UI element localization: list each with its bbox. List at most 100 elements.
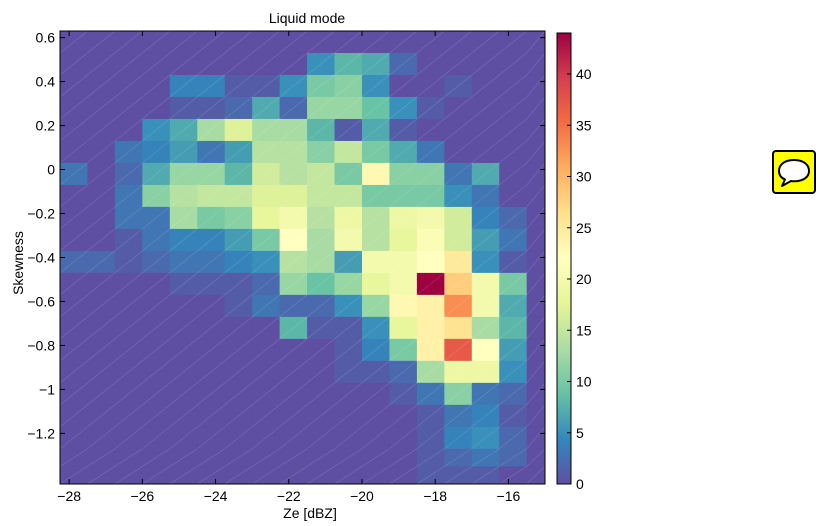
heatmap-cell (60, 74, 88, 98)
mesh-line (416, 360, 445, 384)
heatmap-cell (416, 448, 445, 467)
heatmap-cell (252, 162, 281, 186)
mesh-line (471, 426, 500, 450)
heatmap-cell (87, 184, 116, 208)
heatmap-cell (334, 294, 363, 318)
mesh-line (59, 382, 88, 406)
mesh-line (444, 30, 472, 54)
mesh-line (526, 448, 546, 467)
mesh-line (499, 52, 527, 76)
mesh-line (526, 338, 546, 362)
comment-button[interactable] (772, 150, 816, 194)
mesh-line (471, 118, 500, 142)
heatmap-cell (499, 162, 528, 186)
heatmap-cell (142, 426, 171, 450)
mesh-line (279, 360, 308, 384)
heatmap-cell (361, 466, 390, 485)
mesh-line (224, 360, 253, 384)
mesh-line (389, 52, 418, 76)
colorbar-tick-label: 25 (576, 220, 592, 236)
heatmap-cell (60, 338, 88, 362)
heatmap-cell (307, 466, 335, 485)
mesh-line (251, 96, 280, 120)
mesh-line (251, 250, 280, 274)
colorbar-tick-label: 20 (576, 271, 592, 287)
heatmap-cell (471, 74, 500, 98)
heatmap-cell (334, 316, 363, 340)
mesh-line (334, 316, 363, 340)
heatmap-cell (114, 96, 143, 120)
mesh-line (224, 184, 253, 208)
mesh-line (306, 52, 335, 76)
heatmap-cell (471, 272, 500, 296)
mesh-line (306, 96, 335, 120)
heatmap-cell (416, 382, 445, 406)
mesh-line (361, 30, 390, 54)
heatmap-cell (224, 74, 253, 98)
mesh-line (499, 360, 527, 384)
heatmap-cell (224, 294, 253, 318)
mesh-line (87, 206, 116, 230)
heatmap-cell (361, 228, 390, 252)
mesh-line (279, 316, 308, 340)
mesh-line (389, 316, 418, 340)
mesh-line (499, 404, 527, 428)
heatmap-cell (416, 404, 445, 428)
mesh-line (361, 206, 390, 230)
mesh-line (279, 74, 308, 98)
mesh-line (471, 52, 500, 76)
heatmap-cell (361, 404, 390, 428)
mesh-line (389, 118, 418, 142)
heatmap-cell (169, 272, 198, 296)
heatmap-cell (526, 316, 546, 340)
heatmap-cell (224, 206, 253, 230)
mesh-line (334, 140, 363, 164)
heatmap-cell (307, 294, 335, 318)
mesh-line (416, 228, 445, 252)
x-tick-label: −22 (277, 488, 301, 504)
heatmap-cell (114, 250, 143, 274)
heatmap-cell (142, 184, 171, 208)
heatmap-cell (307, 184, 335, 208)
heatmap-cell (279, 250, 308, 274)
heatmap-cell (361, 338, 390, 362)
mesh-line (471, 96, 500, 120)
mesh-line (444, 74, 472, 98)
mesh-line (471, 316, 500, 340)
heatmap-cell (499, 184, 528, 208)
heatmap-cell (197, 294, 226, 318)
heatmap-cell (307, 118, 335, 142)
mesh-line (59, 228, 88, 252)
heatmap-cell (526, 228, 546, 252)
heatmap-cell (416, 466, 445, 485)
mesh-line (142, 360, 170, 384)
heatmap-cell (526, 96, 546, 120)
heatmap-cell (142, 206, 171, 230)
x-axis-label: Ze [dBZ] (283, 505, 337, 521)
heatmap-cell (361, 162, 390, 186)
heatmap-cell (279, 466, 308, 485)
heatmap-cell (252, 338, 281, 362)
mesh-line (169, 426, 198, 450)
mesh-line (197, 360, 225, 384)
mesh-line (334, 250, 363, 274)
mesh-line (87, 404, 116, 428)
mesh-line (444, 448, 472, 467)
mesh-line (334, 228, 363, 252)
mesh-line (59, 466, 88, 485)
x-tick-label: −26 (130, 488, 154, 504)
mesh-line (279, 272, 308, 296)
mesh-line (416, 272, 445, 296)
mesh-line (251, 74, 280, 98)
mesh-line (306, 294, 335, 318)
mesh-line (499, 272, 527, 296)
mesh-line (471, 338, 500, 362)
heatmap-cell (389, 294, 418, 318)
mesh-line (251, 294, 280, 318)
mesh-line (416, 338, 445, 362)
mesh-line (444, 250, 472, 274)
mesh-line (499, 250, 527, 274)
heatmap-cell (526, 360, 546, 384)
heatmap-cell (197, 74, 226, 98)
mesh-line (59, 448, 88, 467)
